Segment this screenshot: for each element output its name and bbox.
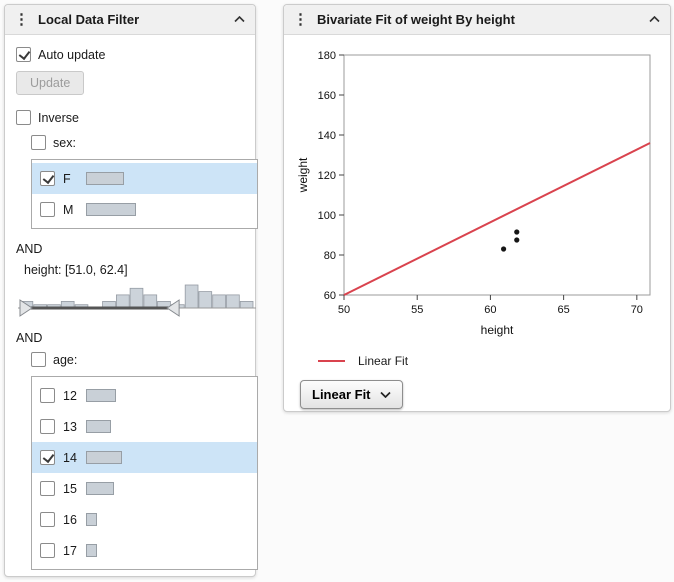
sex-item-m-bar [86, 203, 136, 216]
legend-label: Linear Fit [358, 354, 409, 368]
age-item-15[interactable]: 15 [32, 473, 257, 504]
age-item-13-checkbox[interactable] [40, 419, 55, 434]
age-item-14[interactable]: 14 [32, 442, 257, 473]
svg-text:65: 65 [557, 304, 569, 316]
age-item-12-checkbox[interactable] [40, 388, 55, 403]
svg-text:60: 60 [484, 304, 496, 316]
svg-text:50: 50 [338, 304, 350, 316]
age-item-15-checkbox[interactable] [40, 481, 55, 496]
age-item-13-label: 13 [63, 419, 77, 434]
age-item-12[interactable]: 12 [32, 380, 257, 411]
sex-item-m[interactable]: M [32, 194, 257, 225]
age-item-17-checkbox[interactable] [40, 543, 55, 558]
age-item-13[interactable]: 13 [32, 411, 257, 442]
svg-text:160: 160 [318, 90, 336, 102]
filter-panel-body: Auto update Update Inverse sex: F [5, 35, 258, 578]
age-item-14-bar [86, 451, 122, 464]
svg-text:80: 80 [324, 250, 336, 262]
age-item-16-bar [86, 513, 97, 526]
sex-item-f-checkbox[interactable] [40, 171, 55, 186]
update-button[interactable]: Update [16, 71, 85, 95]
age-checkbox[interactable] [31, 352, 46, 367]
age-item-17-label: 17 [63, 543, 77, 558]
height-filter-label: height: [51.0, 62.4] [24, 263, 128, 277]
svg-text:70: 70 [631, 304, 643, 316]
svg-text:60: 60 [324, 290, 336, 302]
svg-text:weight: weight [296, 157, 310, 193]
svg-text:140: 140 [318, 130, 336, 142]
linear-fit-menu-label: Linear Fit [312, 387, 371, 402]
age-item-16-label: 16 [63, 512, 77, 527]
auto-update-checkbox[interactable] [16, 47, 31, 62]
filter-panel-title: Local Data Filter [38, 12, 140, 27]
age-item-14-checkbox[interactable] [40, 450, 55, 465]
legend-line [318, 360, 345, 362]
inverse-checkbox[interactable] [16, 110, 31, 125]
auto-update-row[interactable]: Auto update [16, 47, 247, 62]
bivariate-panel-header: ⋮ Bivariate Fit of weight By height [284, 5, 670, 35]
age-item-17[interactable]: 17 [32, 535, 257, 566]
sex-item-m-label: M [63, 202, 74, 217]
sex-item-f-bar [86, 172, 124, 185]
svg-text:100: 100 [318, 210, 336, 222]
age-item-15-bar [86, 482, 114, 495]
chevron-down-icon [379, 391, 391, 398]
age-item-16[interactable]: 16 [32, 504, 257, 535]
age-item-14-label: 14 [63, 450, 77, 465]
grip-icon[interactable]: ⋮ [14, 11, 29, 28]
grip-icon[interactable]: ⋮ [293, 11, 308, 28]
bivariate-plot[interactable]: 60 80 100 120 140 160 180 50 55 60 65 70 height weigh… [294, 45, 664, 341]
sex-filter-row[interactable]: sex: [31, 135, 247, 150]
and-label: AND [16, 242, 43, 256]
sex-item-m-checkbox[interactable] [40, 202, 55, 217]
sex-item-f[interactable]: F [32, 163, 257, 194]
bivariate-panel-body: 60 80 100 120 140 160 180 50 55 60 65 70 height weigh… [284, 35, 670, 417]
sex-item-f-label: F [63, 171, 71, 186]
age-item-16-checkbox[interactable] [40, 512, 55, 527]
local-data-filter-panel: ⋮ Local Data Filter Auto update Update I… [4, 4, 258, 578]
svg-text:180: 180 [318, 50, 336, 62]
age-listbox: 12 13 14 15 [31, 376, 258, 570]
inverse-label: Inverse [38, 110, 79, 125]
age-item-17-bar [86, 544, 97, 557]
sex-checkbox[interactable] [31, 135, 46, 150]
fit-legend: Linear Fit [318, 354, 662, 368]
svg-text:height: height [481, 323, 514, 337]
inverse-row[interactable]: Inverse [16, 110, 247, 125]
filter-panel-header: ⋮ Local Data Filter [5, 5, 255, 35]
age-item-15-label: 15 [63, 481, 77, 496]
collapse-chevron-icon[interactable] [234, 16, 245, 23]
age-item-12-bar [86, 389, 116, 402]
and-label: AND [16, 331, 43, 345]
svg-text:120: 120 [318, 170, 336, 182]
sex-filter-label: sex: [53, 135, 76, 150]
svg-text:55: 55 [411, 304, 423, 316]
age-filter-label: age: [53, 352, 78, 367]
age-filter-row[interactable]: age: [31, 352, 247, 367]
age-item-12-label: 12 [63, 388, 77, 403]
age-item-13-bar [86, 420, 111, 433]
bivariate-panel-title: Bivariate Fit of weight By height [317, 12, 515, 27]
sex-listbox: F M [31, 159, 258, 229]
auto-update-label: Auto update [38, 47, 106, 62]
bivariate-panel: ⋮ Bivariate Fit of weight By height 60 80… [283, 4, 671, 412]
collapse-chevron-icon[interactable] [649, 16, 660, 23]
height-histogram[interactable] [18, 280, 256, 318]
linear-fit-menu-button[interactable]: Linear Fit [300, 380, 403, 409]
